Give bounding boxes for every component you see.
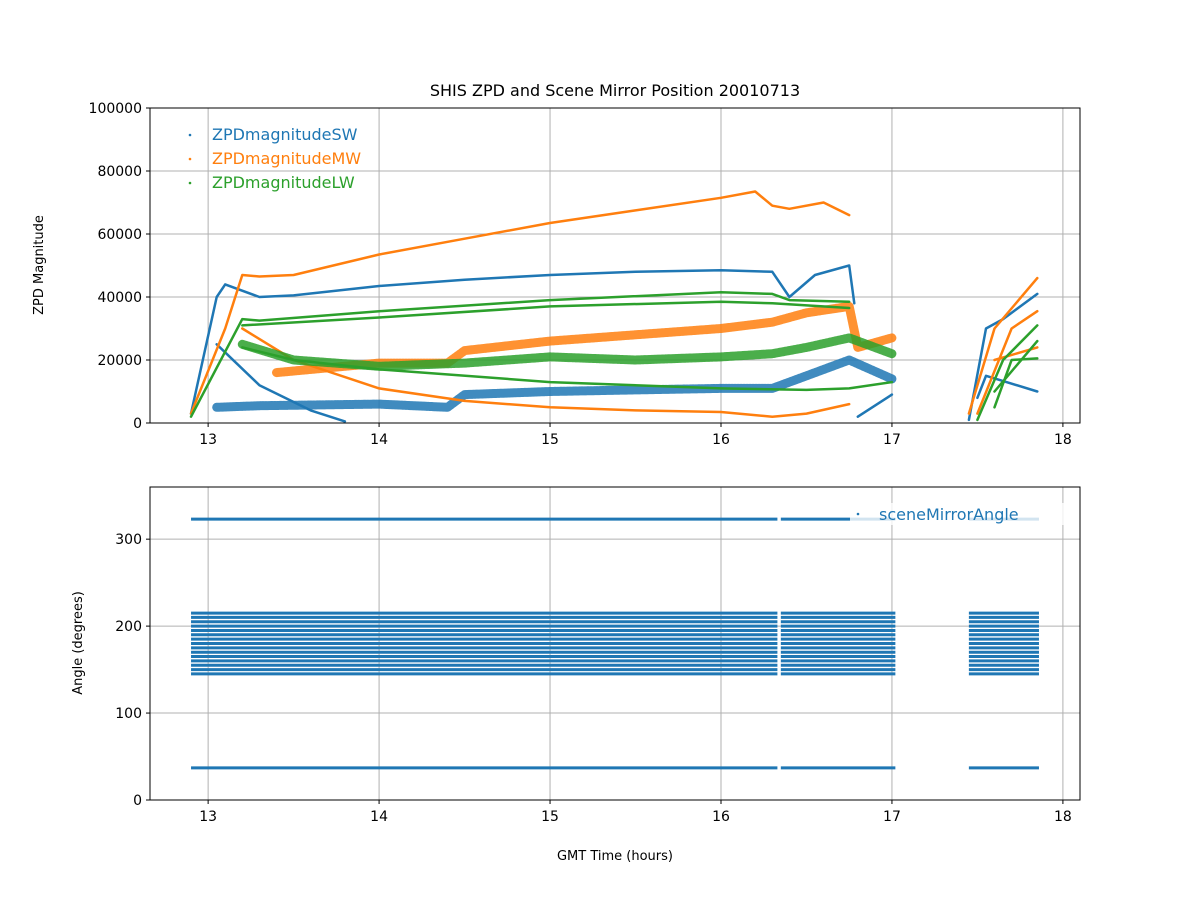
ZPDmagnitudeLW-track	[993, 339, 1039, 393]
bottom-y-tick-label: 0	[133, 793, 142, 809]
legend-label-ZPDmagnitudeMW: ZPDmagnitudeMW	[212, 149, 361, 168]
top-x-tick-label: 15	[541, 432, 559, 448]
ZPDmagnitudeMW-track	[967, 276, 1039, 415]
bottom-y-tick-label: 100	[115, 706, 142, 722]
bottom-y-axis-label: Angle (degrees)	[71, 591, 86, 695]
bottom-axes-frame	[149, 486, 1081, 801]
ZPDmagnitudeSW-track	[189, 264, 856, 415]
ZPDmagnitudeLW-track	[189, 291, 851, 418]
ZPDmagnitudeLW-track	[237, 333, 897, 371]
ZPDmagnitudeSW-track	[856, 393, 894, 418]
top-x-tick-label: 18	[1054, 432, 1072, 448]
bottom-x-tick-label: 16	[712, 809, 730, 825]
top-y-tick-label: 0	[133, 416, 142, 432]
bottom-y-tick-label: 200	[115, 619, 142, 635]
legend-marker-ZPDmagnitudeSW	[188, 133, 192, 137]
ZPDmagnitudeMW-track	[976, 309, 1039, 415]
bottom-plot-area	[191, 517, 1039, 770]
top-x-tick-label: 13	[199, 432, 217, 448]
bottom-legend: sceneMirrorAngle	[850, 503, 1065, 525]
ZPDmagnitudeSW-track	[967, 292, 1039, 422]
bottom-ticks: 13 14 15 16 17 18 0 100 200 300	[115, 532, 1072, 825]
top-x-tick-label: 17	[883, 432, 901, 448]
top-axes-frame	[149, 107, 1081, 424]
ZPDmagnitudeLW-track	[976, 324, 1039, 422]
ZPDmagnitudeMW-track	[189, 190, 851, 415]
ZPDmagnitudeMW-track	[241, 327, 851, 418]
legend-background	[850, 503, 1065, 525]
legend-label-sceneMirrorAngle: sceneMirrorAngle	[879, 505, 1019, 524]
legend-marker-ZPDmagnitudeMW	[188, 157, 192, 161]
bottom-x-tick-label: 14	[370, 809, 388, 825]
top-x-tick-label: 16	[712, 432, 730, 448]
bottom-y-tick-label: 300	[115, 532, 142, 548]
legend-label-ZPDmagnitudeSW: ZPDmagnitudeSW	[212, 125, 358, 144]
legend-marker-sceneMirrorAngle	[856, 512, 860, 516]
ZPDmagnitudeLW-track	[241, 300, 851, 327]
bottom-x-tick-label: 13	[199, 809, 217, 825]
legend-marker-ZPDmagnitudeLW	[188, 181, 192, 185]
top-y-tick-label: 100000	[89, 101, 142, 117]
bottom-x-tick-label: 17	[883, 809, 901, 825]
bottom-x-tick-label: 18	[1054, 809, 1072, 825]
ZPDmagnitudeLW-track	[241, 346, 894, 392]
legend-label-ZPDmagnitudeLW: ZPDmagnitudeLW	[212, 173, 355, 192]
top-plot-area	[189, 190, 1039, 423]
ZPDmagnitudeSW-track	[215, 343, 347, 423]
top-y-tick-label: 40000	[97, 290, 142, 306]
top-legend: ZPDmagnitudeSW ZPDmagnitudeMW ZPDmagnitude…	[188, 125, 361, 192]
top-y-tick-label: 80000	[97, 164, 142, 180]
top-x-tick-label: 14	[370, 432, 388, 448]
chart-title: SHIS ZPD and Scene Mirror Position 20010…	[430, 81, 800, 100]
top-y-axis-label: ZPD Magnitude	[32, 215, 47, 315]
top-y-tick-label: 20000	[97, 353, 142, 369]
ZPDmagnitudeSW-track	[976, 374, 1039, 400]
ZPDmagnitudeSW-track	[212, 355, 897, 412]
x-axis-label: GMT Time (hours)	[557, 849, 673, 864]
top-y-tick-label: 60000	[97, 227, 142, 243]
ZPDmagnitudeLW-track	[993, 357, 1039, 409]
top-ticks: 13 14 15 16 17 18 0 20000 40000 60000 80000 100000	[89, 101, 1072, 448]
bottom-x-tick-label: 15	[541, 809, 559, 825]
